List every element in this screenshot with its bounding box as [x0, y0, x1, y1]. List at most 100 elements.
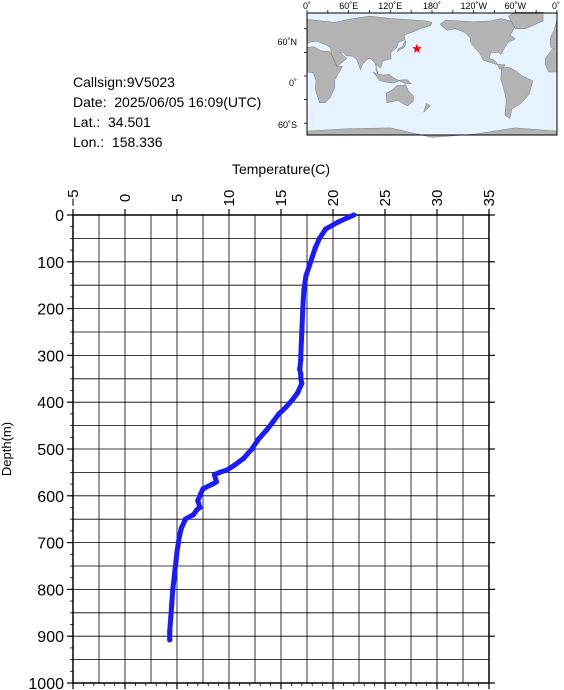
latitude-text: Lat.: 34.501: [73, 114, 151, 130]
map-lon-label: 180˚: [423, 1, 441, 11]
profile-point: [306, 263, 312, 270]
station-info: Callsign:9V5023 Date: 2025/06/05 16:09(U…: [73, 72, 261, 152]
profile-point: [255, 437, 261, 443]
map-longitude-labels: 0˚ 60˚E 120˚E 180˚ 120˚W 60˚W 0˚: [303, 1, 560, 11]
y-tick-label: 700: [37, 536, 64, 553]
land-europe-west: [549, 19, 558, 48]
y-tick-label: 200: [37, 302, 64, 319]
profile-point: [263, 427, 269, 433]
profile-line: [167, 212, 357, 643]
profile-point: [231, 462, 237, 468]
world-map: 0˚ 60˚E 120˚E 180˚ 120˚W 60˚W 0˚ 60˚N 0˚…: [277, 1, 560, 138]
map-lon-label: 60˚E: [339, 1, 358, 11]
x-tick-label: 0: [117, 194, 134, 202]
callsign-text: Callsign:9V5023: [73, 74, 175, 90]
profile-point: [241, 455, 247, 461]
profile-point: [276, 411, 282, 417]
profile-point: [300, 306, 306, 312]
y-tick-label: 0: [55, 208, 64, 225]
temperature-depth-chart: −5 0 5 10 15 20 25 30 35 01002003004005006007008…: [0, 161, 498, 690]
profile-point: [176, 535, 182, 541]
map-lon-label: 0˚: [552, 1, 560, 11]
chart-grid: [72, 214, 490, 684]
profile-point: [323, 226, 329, 232]
profile-point: [197, 493, 203, 499]
profile-point: [170, 586, 176, 593]
land-africa: [306, 46, 343, 103]
date-text: Date: 2025/06/05 16:09(UTC): [73, 94, 262, 110]
y-axis-label: Depth(m): [0, 422, 14, 476]
land-south-america: [500, 67, 533, 119]
profile-point: [271, 418, 277, 424]
profile-point: [224, 467, 230, 473]
profile-point: [249, 446, 255, 452]
y-tick-label: 800: [37, 582, 64, 599]
profile-point: [299, 329, 305, 335]
profile-point: [312, 245, 318, 251]
profile-point: [194, 507, 200, 513]
profile-point: [283, 404, 289, 410]
profile-point: [195, 497, 201, 504]
map-lon-label: 120˚W: [460, 1, 487, 11]
longitude-text: Lon.: 158.336: [73, 134, 163, 150]
y-tick-label: 400: [37, 395, 64, 412]
x-axis-label: Temperature(C): [232, 161, 330, 177]
profile-point: [169, 600, 175, 607]
map-lon-label: 60˚W: [505, 1, 527, 11]
profile-point: [173, 558, 179, 564]
x-tick-label: 35: [481, 190, 498, 207]
station-marker-icon: [412, 43, 422, 53]
profile-point: [171, 577, 177, 583]
profile-point: [309, 254, 315, 260]
profile-point: [299, 380, 305, 387]
profile-point: [209, 481, 215, 487]
land-new-zealand: [423, 103, 431, 113]
land-japan: [396, 39, 406, 53]
profile-point: [191, 511, 197, 518]
profile-point: [298, 371, 304, 377]
profile-point: [298, 357, 304, 363]
y-tick-label: 900: [37, 629, 64, 646]
profile-point: [295, 390, 301, 396]
y-tick-label: 300: [37, 348, 64, 365]
map-lon-label: 0˚: [303, 1, 311, 11]
map-ticks: [304, 10, 558, 124]
x-tick-label: 10: [221, 190, 238, 207]
y-tick-label: 1000: [28, 676, 64, 690]
map-land: [306, 11, 558, 138]
map-lon-label: 120˚E: [378, 1, 402, 11]
profile-point: [335, 219, 341, 225]
profile-point: [172, 568, 178, 574]
profile-point: [346, 214, 352, 220]
y-tick-label: 600: [37, 489, 64, 506]
x-tick-label: 20: [325, 190, 342, 207]
profile-point: [301, 287, 307, 293]
y-axis: 0 100 200 300 400 500 600 700 800 900 1000: [28, 208, 495, 690]
profile-point: [167, 637, 173, 643]
x-tick-label: −5: [65, 189, 82, 206]
profile-point: [217, 469, 223, 475]
land-north-america: [440, 18, 516, 70]
profile-point: [174, 549, 180, 555]
land-greenland: [508, 11, 544, 29]
x-tick-label: 5: [169, 194, 186, 202]
y-tick-label: 500: [37, 442, 64, 459]
profile-point: [303, 273, 309, 279]
profile-point: [168, 614, 174, 621]
x-tick-label: 15: [273, 190, 290, 207]
y-tick-label: 100: [37, 255, 64, 272]
profile-point: [289, 397, 295, 403]
map-latitude-labels: 60˚N 0˚ 60˚S: [277, 37, 297, 130]
profile-point: [298, 376, 304, 382]
profile-point: [178, 526, 184, 532]
profile-point: [182, 516, 188, 522]
map-lat-label: 0˚: [289, 78, 297, 88]
temperature-profile-series: [167, 212, 357, 643]
land-australia: [385, 84, 414, 107]
map-lat-label: 60˚S: [278, 120, 297, 130]
map-lat-label: 60˚N: [277, 37, 297, 47]
x-tick-label: 30: [429, 190, 446, 207]
profile-point: [200, 486, 206, 492]
profile-point: [297, 366, 303, 372]
